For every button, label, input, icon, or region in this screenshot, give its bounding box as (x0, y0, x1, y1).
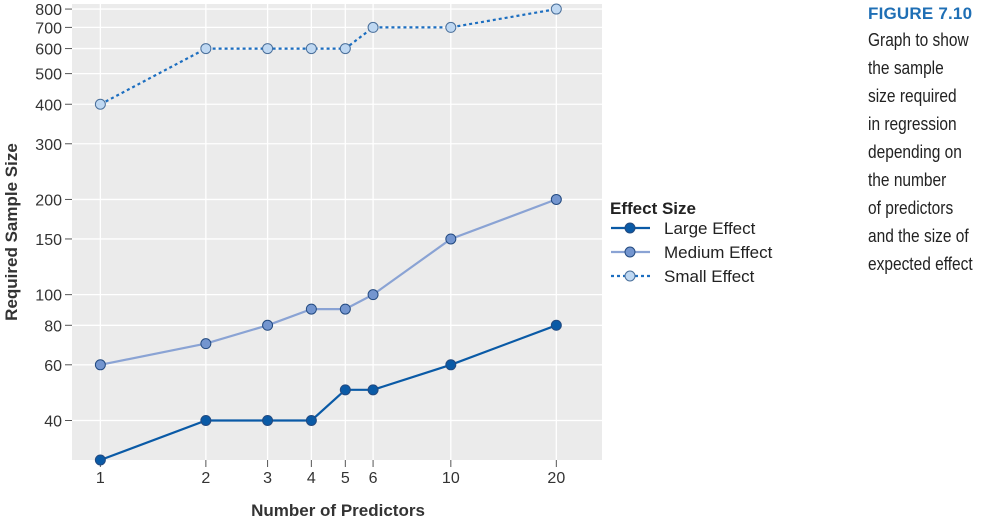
series-line (100, 324, 557, 462)
grid-lines (72, 4, 602, 460)
x-axis-label: Number of Predictors (251, 501, 425, 520)
x-tick-label: 3 (263, 470, 272, 487)
y-axis-label: Required Sample Size (2, 143, 21, 321)
data-point (550, 193, 562, 205)
x-tick-label: 6 (369, 470, 378, 487)
data-point (550, 3, 562, 15)
data-point (200, 414, 212, 426)
legend-swatch-marker (624, 246, 636, 258)
data-point (94, 359, 106, 371)
data-point (367, 21, 379, 33)
data-point (445, 359, 457, 371)
y-tick-label: 800 (35, 2, 62, 19)
y-tick-label: 150 (35, 232, 62, 249)
legend-swatch-marker (624, 270, 636, 282)
y-tick-label: 100 (35, 288, 62, 305)
data-point (367, 384, 379, 396)
data-point (305, 303, 317, 315)
x-tick-label: 1 (96, 470, 105, 487)
x-tick-label: 20 (547, 470, 565, 487)
x-tick-label: 4 (307, 470, 316, 487)
data-point (94, 454, 106, 466)
figure-label: FIGURE 7.10 (868, 4, 973, 23)
data-point (550, 319, 562, 331)
series-line (99, 8, 557, 106)
legend: Effect Size Large Effect Medium Effect Sma… (610, 199, 773, 286)
caption-line: Graph to show (868, 30, 969, 50)
series-line (100, 198, 557, 366)
data-point (94, 98, 106, 110)
legend-entry-label: Large Effect (664, 219, 756, 238)
plot-background (72, 4, 602, 460)
legend-entry-label: Small Effect (664, 267, 755, 286)
data-point (339, 43, 351, 55)
data-point (339, 384, 351, 396)
y-tick-label: 500 (35, 67, 62, 84)
data-point (262, 414, 274, 426)
caption-line: of predictors (868, 198, 954, 218)
figure-caption-text: Graph to show the sample size required in r… (868, 26, 993, 278)
y-tick-label: 60 (44, 358, 62, 375)
y-tick-label: 200 (35, 192, 62, 209)
legend-swatch-marker (624, 222, 636, 234)
caption-line: the sample (868, 58, 944, 78)
data-point (262, 319, 274, 331)
y-tick-label: 400 (35, 97, 62, 114)
data-point (305, 43, 317, 55)
y-tick-label: 300 (35, 137, 62, 154)
series-medium-effect (94, 193, 562, 371)
series-large-effect (94, 319, 562, 466)
caption-line: in regression (868, 114, 957, 134)
y-tick-label: 600 (35, 42, 62, 59)
y-tick-label: 80 (44, 318, 62, 335)
x-tick-label: 5 (341, 470, 350, 487)
y-tick-label: 700 (35, 20, 62, 37)
legend-title: Effect Size (610, 199, 696, 218)
figure-caption: FIGURE 7.10 Graph to show the sample size … (868, 4, 992, 278)
series-group (94, 3, 562, 466)
data-point (445, 233, 457, 245)
data-point (339, 303, 351, 315)
caption-line: and the size of (868, 226, 969, 246)
y-tick-label: 40 (44, 413, 62, 430)
x-tick-label: 2 (201, 470, 210, 487)
series-small-effect (94, 3, 562, 110)
x-tick-label: 10 (442, 470, 460, 487)
caption-line: the number (868, 170, 947, 190)
caption-line: depending on (868, 142, 962, 162)
caption-line: expected effect (868, 254, 973, 274)
data-point (200, 338, 212, 350)
data-point (200, 43, 212, 55)
data-point (305, 414, 317, 426)
data-point (367, 289, 379, 301)
data-point (445, 21, 457, 33)
caption-line: size required (868, 86, 957, 106)
data-point (262, 43, 274, 55)
x-axis: 1 2 3 4 5 6 10 20 (96, 460, 565, 487)
legend-entry-label: Medium Effect (664, 243, 773, 262)
